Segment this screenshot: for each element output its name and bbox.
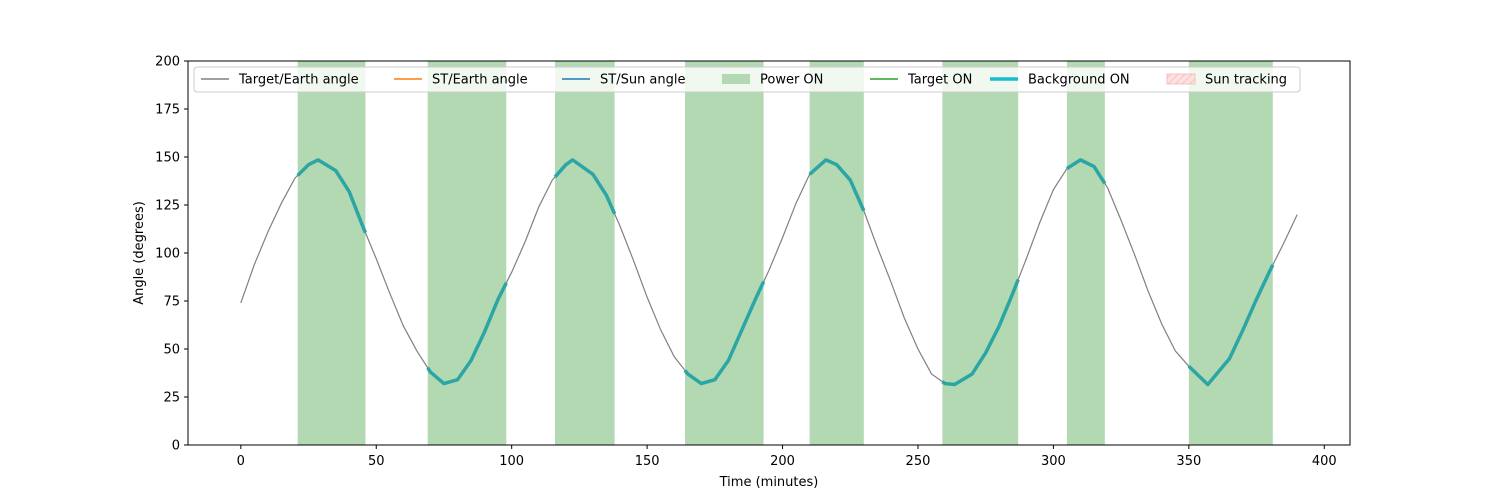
y-tick-label: 175 xyxy=(155,103,180,118)
x-tick-label: 200 xyxy=(770,454,795,469)
legend-label: ST/Sun angle xyxy=(600,73,686,88)
y-tick-label: 50 xyxy=(163,343,180,358)
power-on-band xyxy=(809,61,864,445)
x-tick-label: 150 xyxy=(635,454,660,469)
y-tick-label: 150 xyxy=(155,151,180,166)
background-on-segment xyxy=(941,278,1020,387)
legend-label: Power ON xyxy=(760,73,823,88)
power-on-band xyxy=(1188,61,1273,445)
x-tick-label: 350 xyxy=(1176,454,1201,469)
legend: Target/Earth angle ST/Earth angle ST/Sun a… xyxy=(193,66,1301,93)
power-on-band xyxy=(942,61,1019,445)
background-on-segment xyxy=(296,158,368,234)
power-on-band xyxy=(297,61,366,445)
power-on-band xyxy=(427,61,507,445)
y-tick-label: 125 xyxy=(155,199,180,214)
background-on-segment xyxy=(426,282,508,386)
background-on-segments xyxy=(296,158,1275,387)
x-tick-label: 0 xyxy=(237,454,245,469)
x-axis-ticks: 0 50 100 150 200 250 300 350 400 xyxy=(237,445,1337,469)
x-tick-label: 400 xyxy=(1312,454,1337,469)
y-tick-label: 75 xyxy=(163,295,180,310)
legend-label: ST/Earth angle xyxy=(432,73,528,88)
legend-label: Target/Earth angle xyxy=(238,73,359,88)
y-tick-label: 25 xyxy=(163,391,180,406)
y-axis-ticks: 0 25 50 75 100 125 150 175 200 xyxy=(155,55,188,454)
power-on-bands xyxy=(297,61,1273,445)
legend-patch-power-on xyxy=(722,74,750,84)
power-on-band xyxy=(555,61,615,445)
legend-label: Sun tracking xyxy=(1205,73,1287,88)
x-axis-label: Time (minutes) xyxy=(719,475,819,490)
power-on-band xyxy=(1066,61,1105,445)
legend-label: Target ON xyxy=(907,73,972,88)
background-on-segment xyxy=(1187,264,1275,387)
x-tick-label: 50 xyxy=(368,454,385,469)
y-tick-label: 100 xyxy=(155,247,180,262)
y-tick-label: 200 xyxy=(155,55,180,70)
legend-label: Background ON xyxy=(1028,73,1130,88)
background-on-segment xyxy=(1066,158,1107,185)
x-tick-label: 300 xyxy=(1041,454,1066,469)
x-tick-label: 250 xyxy=(906,454,931,469)
background-on-segment xyxy=(808,158,866,212)
y-axis-label: Angle (degrees) xyxy=(132,201,147,305)
legend-patch-sun-tracking xyxy=(1166,73,1196,85)
y-tick-label: 0 xyxy=(172,439,180,454)
background-on-segment xyxy=(683,281,766,386)
background-on-segment xyxy=(553,158,617,215)
x-tick-label: 100 xyxy=(499,454,524,469)
power-on-band xyxy=(685,61,764,445)
